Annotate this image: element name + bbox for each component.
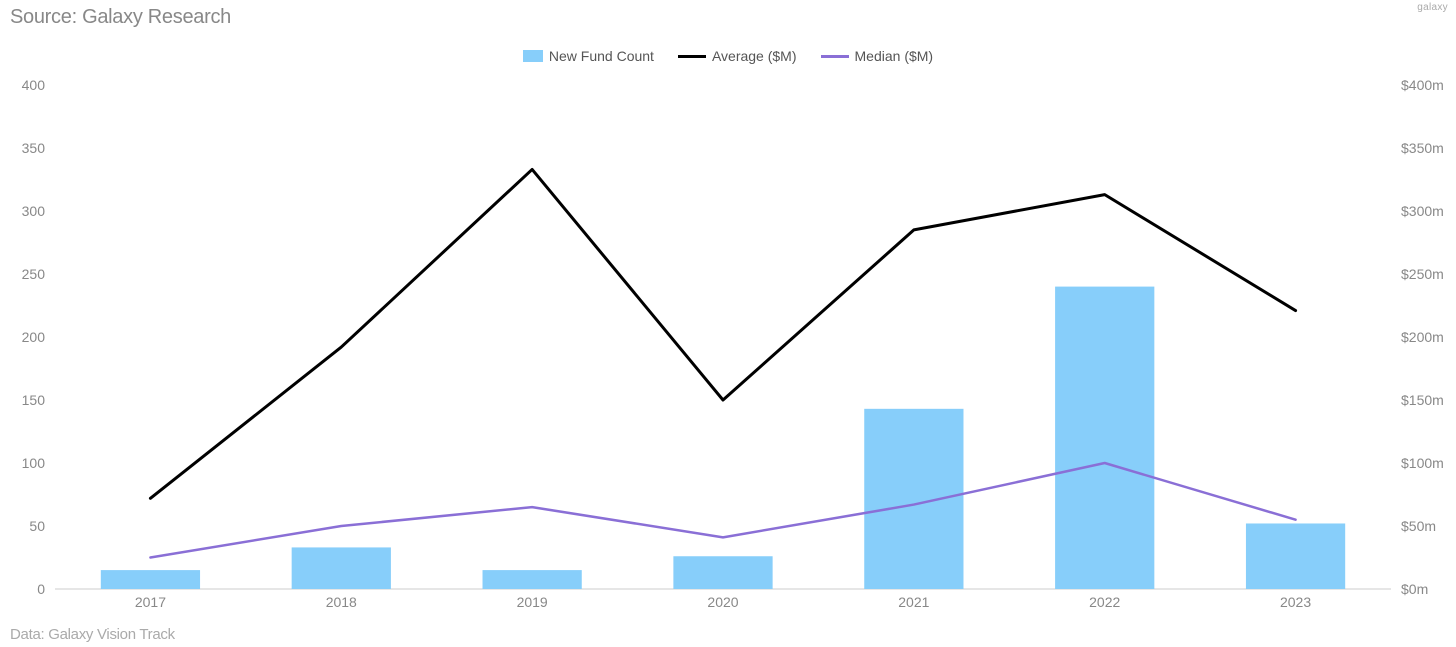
x-tick: 2021 [898, 594, 929, 610]
legend-swatch-bar [523, 50, 543, 62]
x-tick: 2020 [707, 594, 738, 610]
footer-label: Data: Galaxy Vision Track [10, 626, 175, 643]
legend-item-avg: Average ($M) [678, 48, 797, 64]
legend-item-median: Median ($M) [821, 48, 934, 64]
y-right-tick: $250m [1401, 266, 1444, 282]
bar [1246, 523, 1345, 589]
y-left-tick: 400 [22, 77, 46, 93]
x-tick: 2018 [326, 594, 357, 610]
y-right-tick: $300m [1401, 203, 1444, 219]
bar [292, 547, 391, 589]
bar [864, 409, 963, 589]
y-right-tick: $150m [1401, 392, 1444, 408]
bar [483, 570, 582, 589]
legend-swatch-avg [678, 55, 706, 58]
y-left-tick: 100 [22, 455, 46, 471]
legend-label-avg: Average ($M) [712, 48, 797, 64]
legend-swatch-median [821, 55, 849, 58]
y-left-tick: 0 [37, 581, 45, 597]
legend-item-bar: New Fund Count [523, 48, 654, 64]
bar [673, 556, 772, 589]
source-label: Source: Galaxy Research [10, 6, 231, 29]
y-left-tick: 200 [22, 329, 46, 345]
legend-label-median: Median ($M) [855, 48, 934, 64]
y-right-tick: $0m [1401, 581, 1428, 597]
y-left-tick: 300 [22, 203, 46, 219]
y-right-tick: $350m [1401, 140, 1444, 156]
chart-legend: New Fund Count Average ($M) Median ($M) [0, 48, 1456, 64]
x-tick: 2022 [1089, 594, 1120, 610]
x-tick: 2023 [1280, 594, 1311, 610]
y-right-tick: $400m [1401, 77, 1444, 93]
legend-label-bar: New Fund Count [549, 48, 654, 64]
chart-svg: 0 50 100 150 200 250 300 350 400 $0m $50m $100m $150… [10, 75, 1446, 619]
y-left-tick: 350 [22, 140, 46, 156]
y-left-tick: 50 [29, 518, 45, 534]
y-right-tick: $100m [1401, 455, 1444, 471]
y-left-tick: 150 [22, 392, 46, 408]
y-right-tick: $200m [1401, 329, 1444, 345]
chart-container: 0 50 100 150 200 250 300 350 400 $0m $50m $100m $150… [10, 75, 1446, 619]
x-tick: 2019 [517, 594, 548, 610]
bar [1055, 287, 1154, 589]
y-left-tick: 250 [22, 266, 46, 282]
x-tick: 2017 [135, 594, 166, 610]
y-right-tick: $50m [1401, 518, 1436, 534]
bar [101, 570, 200, 589]
watermark-label: galaxy [1417, 2, 1448, 13]
